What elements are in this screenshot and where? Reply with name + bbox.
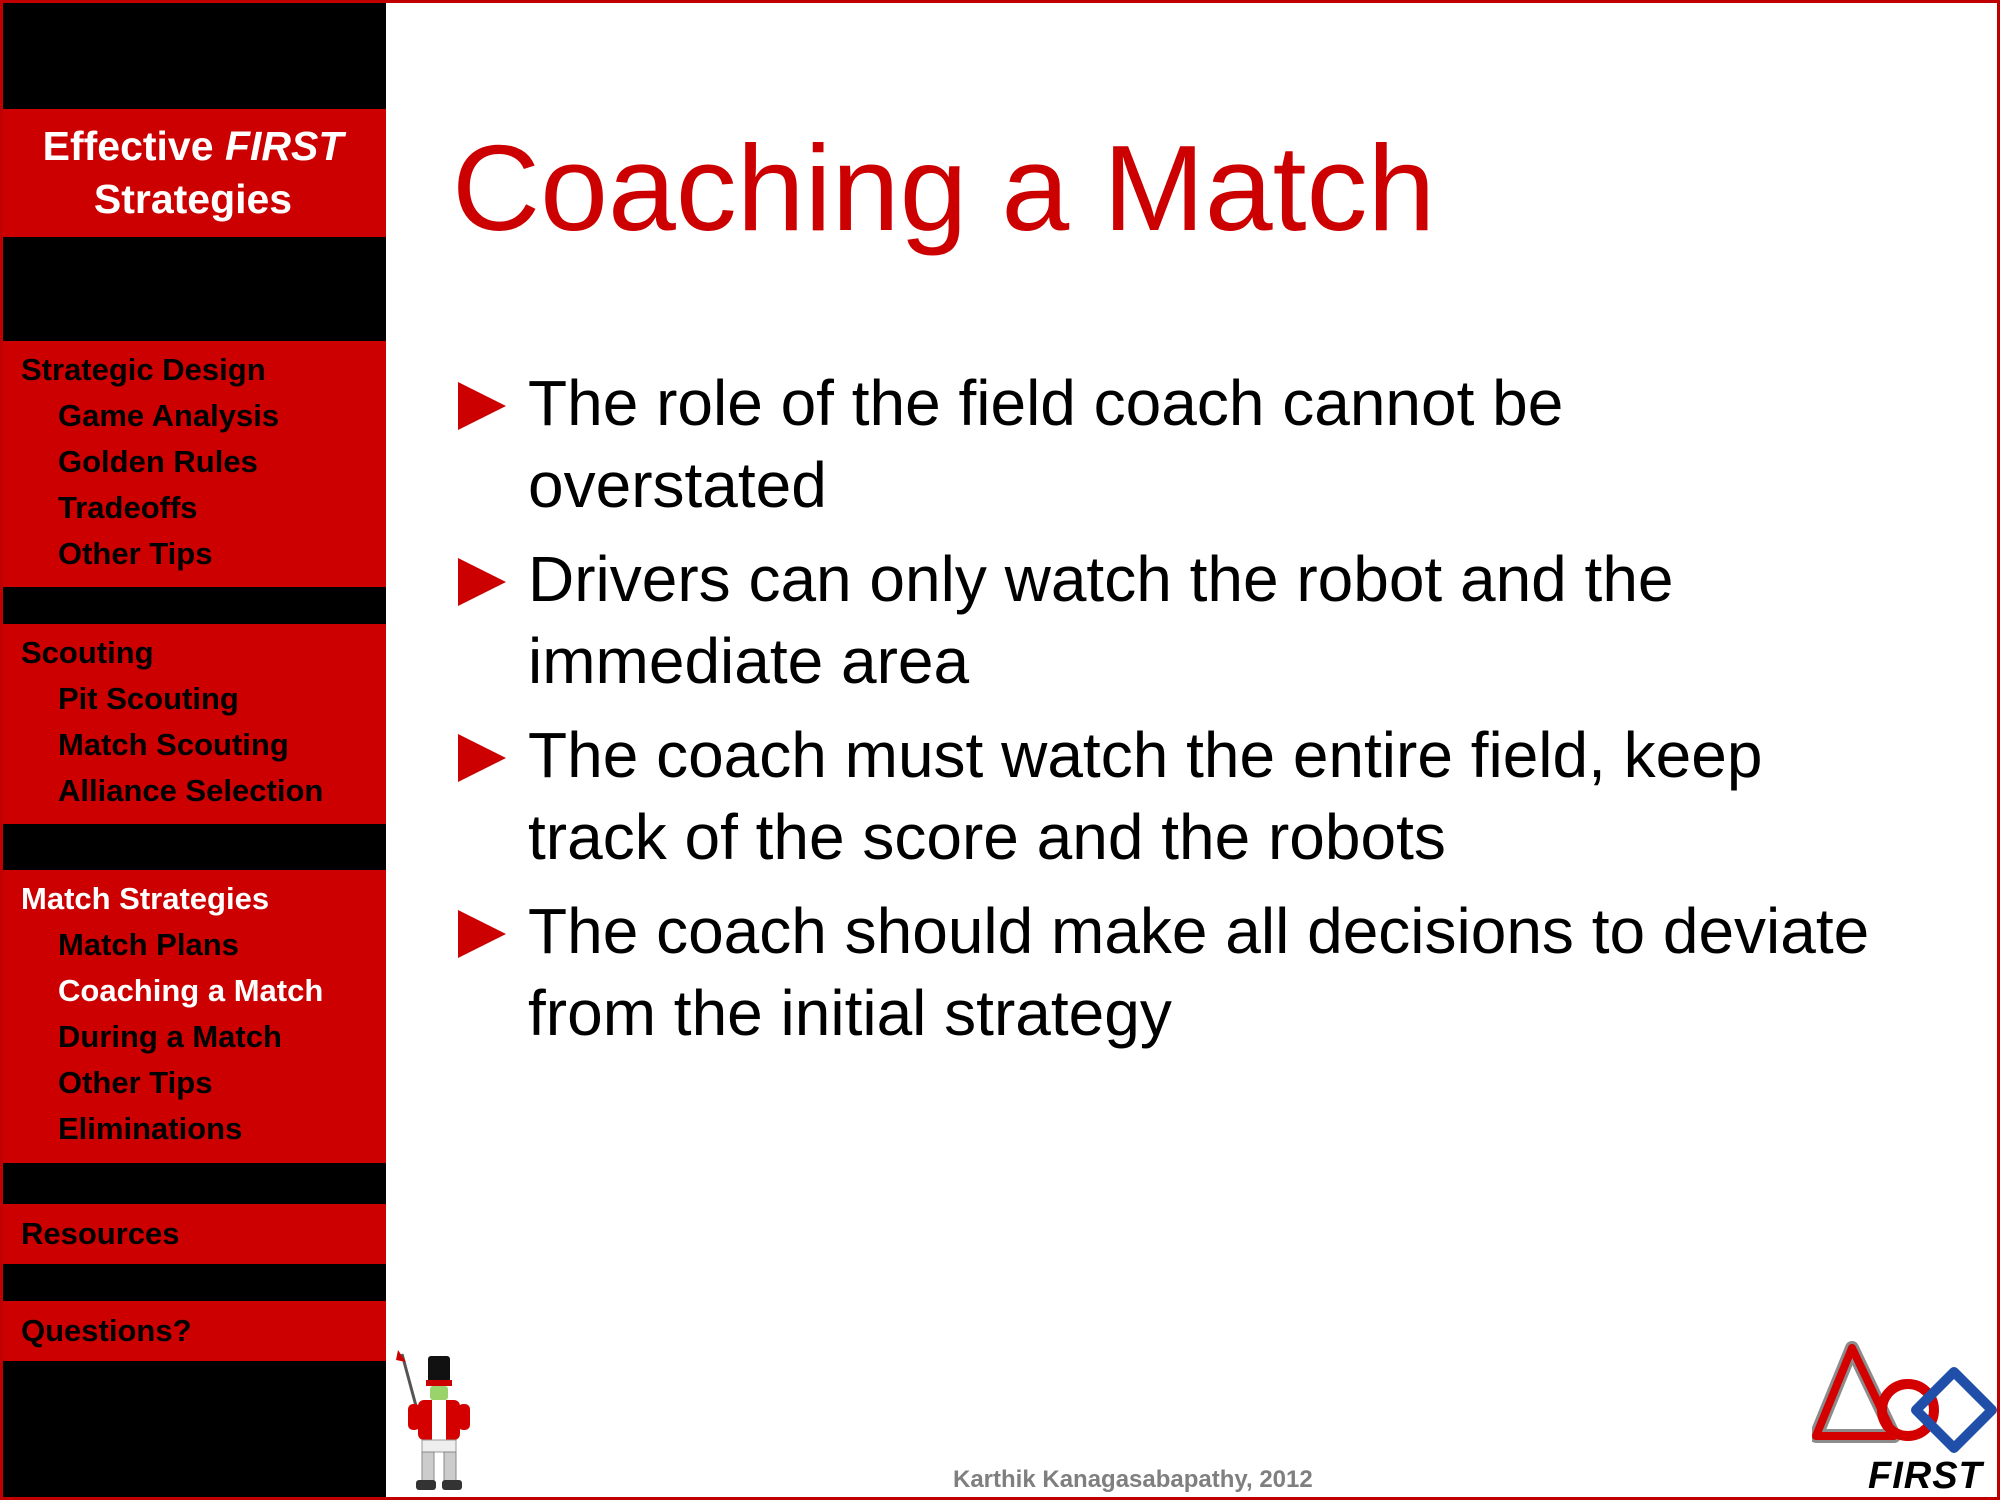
sidebar-section-questions: Questions?	[0, 1301, 386, 1361]
bullet-item: The coach should make all decisions to d…	[458, 890, 1878, 1054]
slide-title: Coaching a Match	[452, 120, 1436, 256]
sidebar-item-tradeoffs[interactable]: Tradeoffs	[58, 490, 198, 525]
sidebar-item-match-scouting[interactable]: Match Scouting	[58, 727, 289, 762]
sidebar-heading-match-strategies[interactable]: Match Strategies	[21, 881, 270, 916]
sidebar-item-eliminations[interactable]: Eliminations	[58, 1111, 243, 1146]
sidebar-heading-strategic-design[interactable]: Strategic Design	[21, 352, 266, 387]
triangle-bullet-icon	[458, 558, 506, 606]
sidebar-section-resources: Resources	[0, 1204, 386, 1264]
sidebar-section-scouting: Scouting Pit Scouting Match Scouting All…	[0, 624, 386, 824]
footer-credit: Karthik Kanagasabapathy, 2012	[953, 1466, 1313, 1493]
sidebar-item-coaching-a-match[interactable]: Coaching a Match	[58, 973, 324, 1008]
bullet-text: The coach must watch the entire field, k…	[528, 719, 1763, 873]
bullet-list: The role of the field coach cannot be ov…	[458, 362, 1878, 1066]
sidebar-title-line2: Strategies	[93, 176, 293, 222]
triangle-bullet-icon	[458, 910, 506, 958]
sidebar-item-other-tips[interactable]: Other Tips	[58, 536, 213, 571]
sidebar-item-match-plans[interactable]: Match Plans	[58, 927, 239, 962]
sidebar-item-other-tips-2[interactable]: Other Tips	[58, 1065, 213, 1100]
triangle-bullet-icon	[458, 734, 506, 782]
first-logo-wordmark: FIRST	[1868, 1455, 1983, 1497]
sidebar-item-golden-rules[interactable]: Golden Rules	[58, 444, 258, 479]
bullet-text: The coach should make all decisions to d…	[528, 895, 1870, 1049]
first-logo-icon	[1812, 1341, 1997, 1453]
sidebar-item-alliance-selection[interactable]: Alliance Selection	[58, 773, 324, 808]
bullet-item: Drivers can only watch the robot and the…	[458, 538, 1878, 702]
sidebar-title-prefix: Effective	[42, 123, 225, 169]
sidebar-item-pit-scouting[interactable]: Pit Scouting	[58, 681, 239, 716]
bullet-text: Drivers can only watch the robot and the…	[528, 543, 1674, 697]
sidebar-heading-resources[interactable]: Resources	[21, 1216, 180, 1251]
sidebar-heading-questions[interactable]: Questions?	[21, 1313, 192, 1348]
robot-mascot-icon	[396, 1350, 470, 1490]
bullet-item: The role of the field coach cannot be ov…	[458, 362, 1878, 526]
sidebar-section-strategic-design: Strategic Design Game Analysis Golden Ru…	[0, 341, 386, 587]
triangle-bullet-icon	[458, 382, 506, 430]
sidebar-heading-scouting[interactable]: Scouting	[21, 635, 154, 670]
sidebar-item-during-a-match[interactable]: During a Match	[58, 1019, 282, 1054]
sidebar-item-game-analysis[interactable]: Game Analysis	[58, 398, 280, 433]
bullet-text: The role of the field coach cannot be ov…	[528, 367, 1564, 521]
sidebar-title-first: FIRST	[224, 123, 344, 169]
sidebar: Effective FIRST Strategies Strategic Des…	[0, 0, 386, 1500]
sidebar-title-line1: Effective FIRST	[43, 120, 344, 173]
bullet-item: The coach must watch the entire field, k…	[458, 714, 1878, 878]
sidebar-title: Effective FIRST Strategies	[0, 109, 386, 237]
sidebar-section-match-strategies: Match Strategies Match Plans Coaching a …	[0, 870, 386, 1163]
